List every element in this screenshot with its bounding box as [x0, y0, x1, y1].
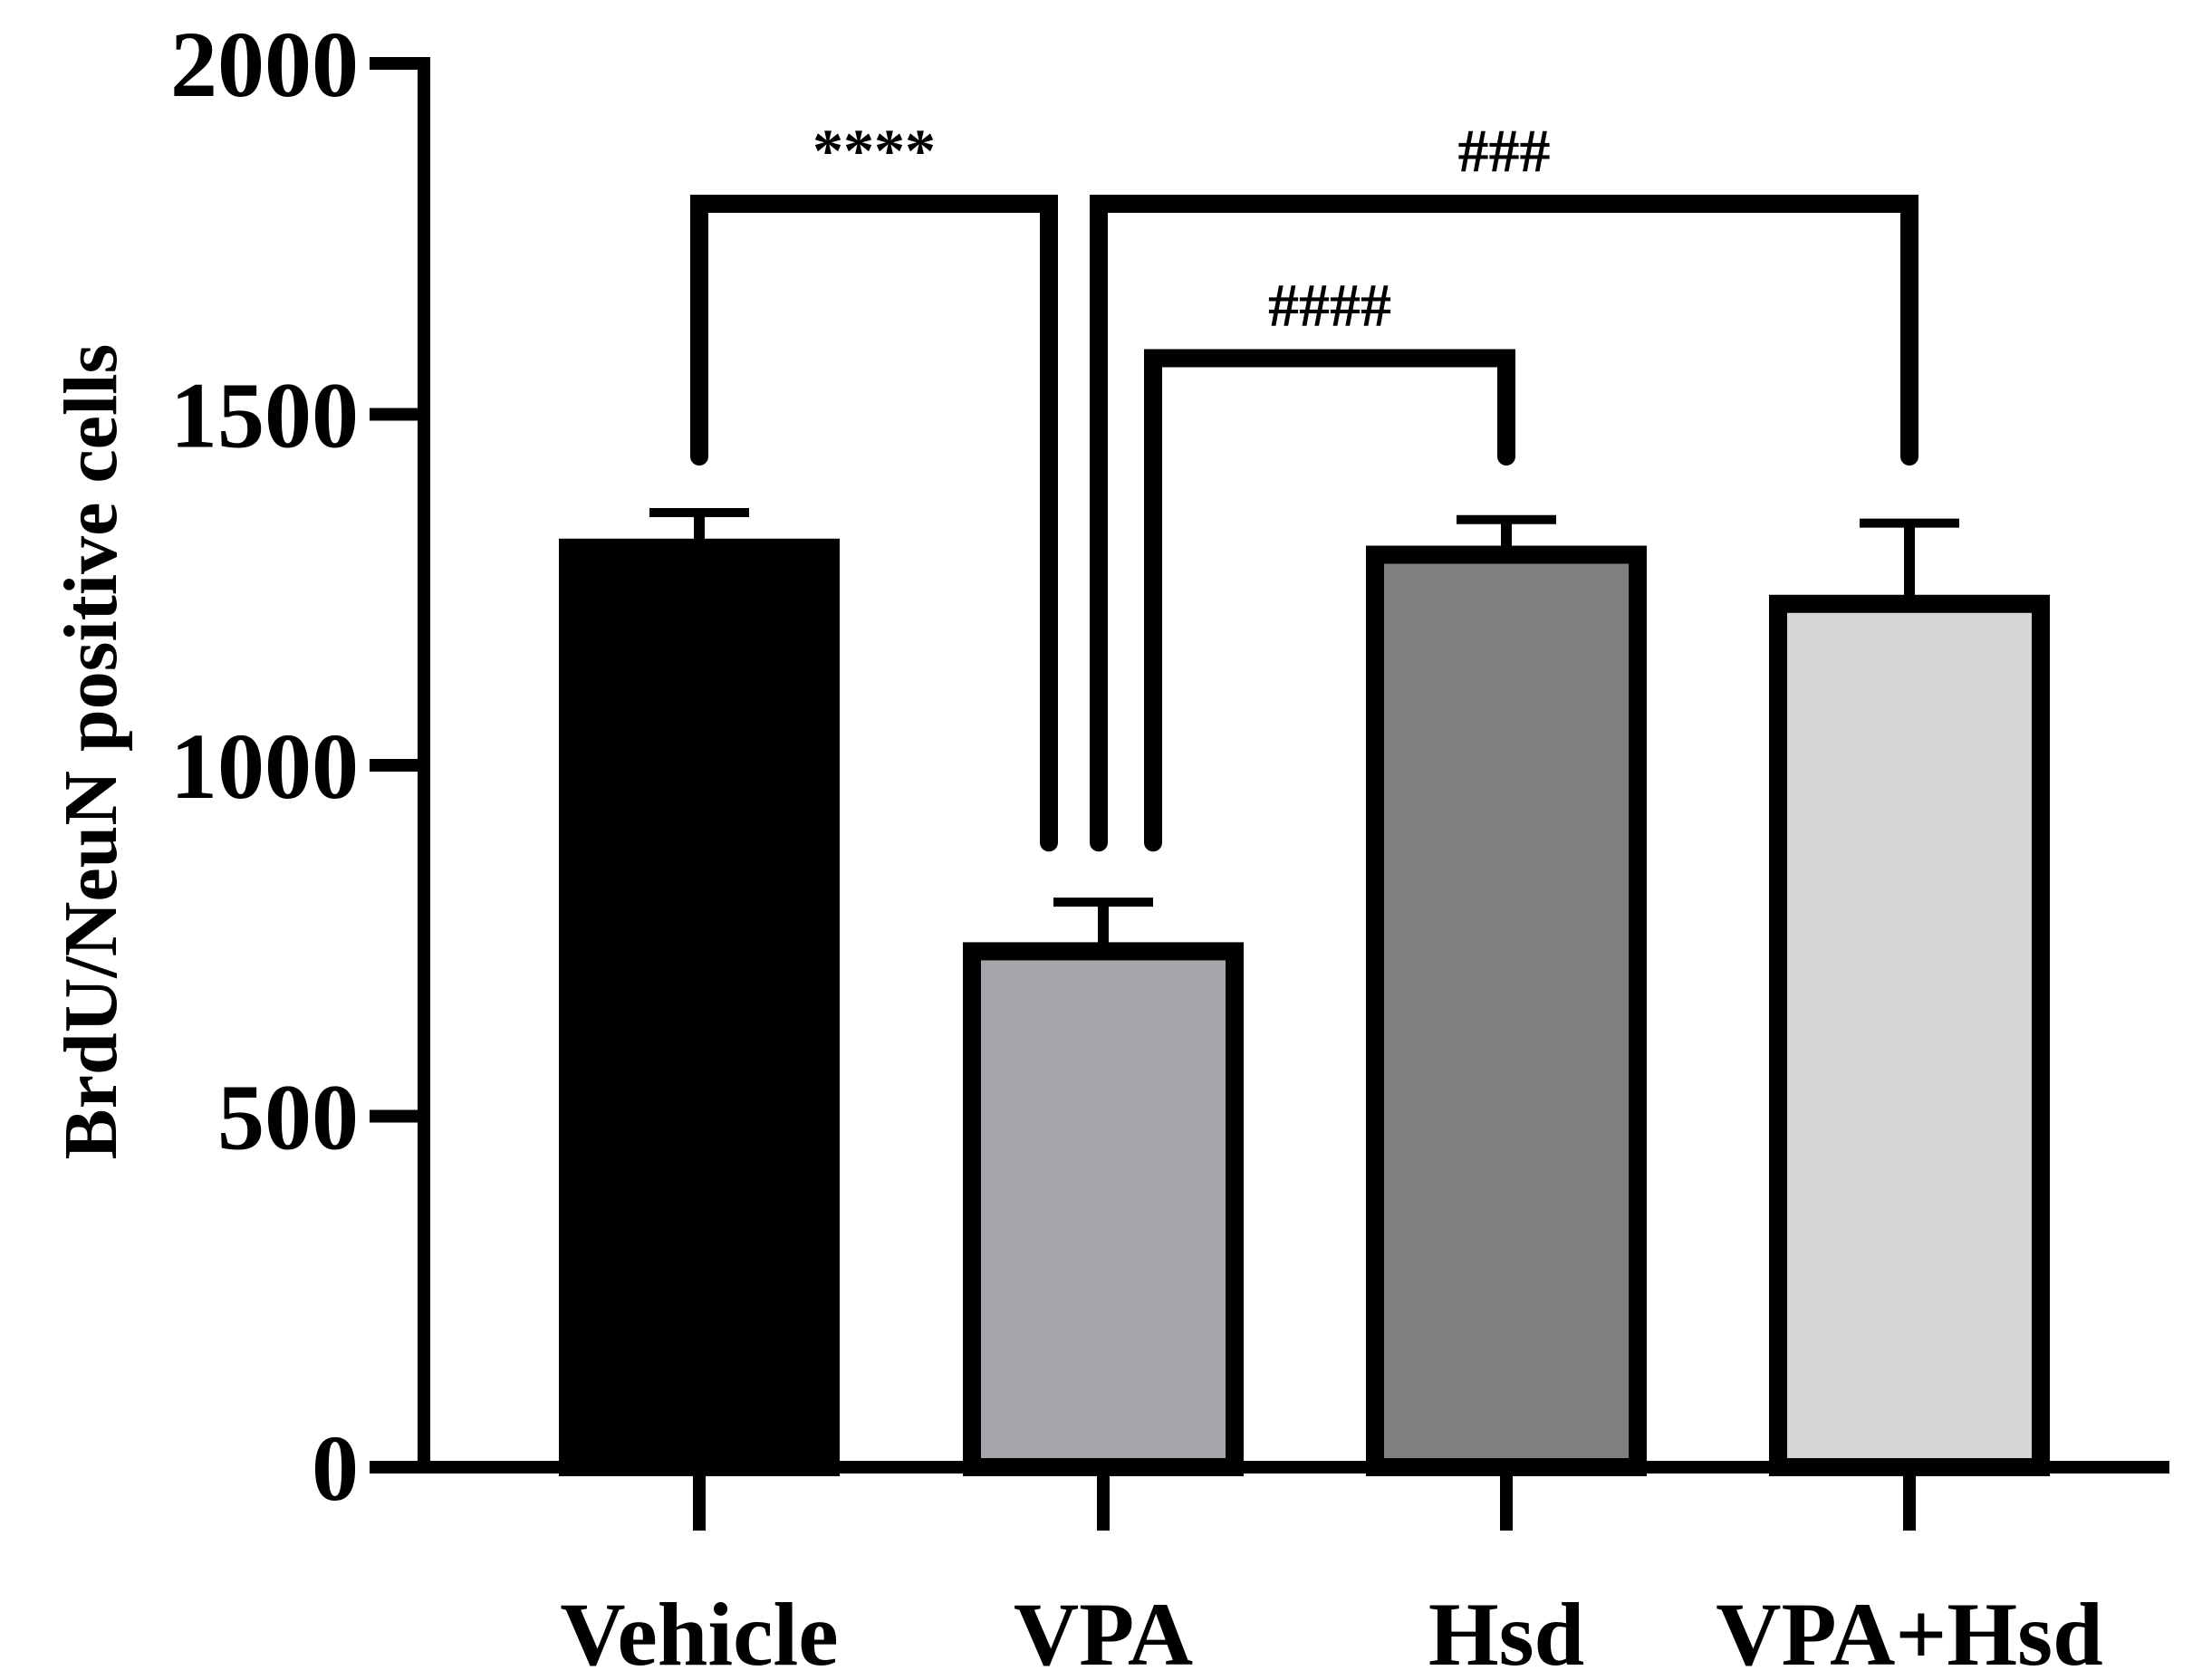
x-tick-label: Vehicle	[560, 1584, 838, 1680]
bars-group	[559, 538, 2050, 1476]
y-tick-label: 2000	[170, 13, 359, 117]
y-tick-label: 0	[312, 1416, 359, 1521]
bar-vehicle	[559, 538, 840, 1476]
bar-vpa-hsd	[1769, 594, 2050, 1476]
ticks-group: Vehicle VPA Hsd VPA+Hsd 0 500 1000 1500 2000	[170, 13, 2103, 1680]
x-tick-label: Hsd	[1428, 1584, 1584, 1680]
x-tick-label: VPA+Hsd	[1716, 1584, 2102, 1680]
x-tick-label: VPA	[1014, 1584, 1193, 1680]
bar-hsd	[1366, 545, 1647, 1476]
bar-vpa	[963, 942, 1244, 1476]
significance-bracket-0	[690, 195, 1058, 852]
significance-bracket-1	[1090, 195, 1918, 852]
error-bars-group	[649, 508, 1959, 952]
y-tick-label: 1500	[170, 364, 359, 468]
y-tick-label: 1000	[170, 715, 359, 819]
significance-label: ****	[813, 116, 936, 185]
y-axis-label: BrdU/NeuN positive cells	[49, 344, 133, 1160]
y-tick-label: 500	[217, 1066, 359, 1170]
significance-label: ####	[1268, 271, 1391, 340]
significance-label: ###	[1458, 116, 1551, 185]
significance-bracket-2	[1144, 349, 1515, 852]
significance-group: **** #######	[690, 116, 1918, 852]
